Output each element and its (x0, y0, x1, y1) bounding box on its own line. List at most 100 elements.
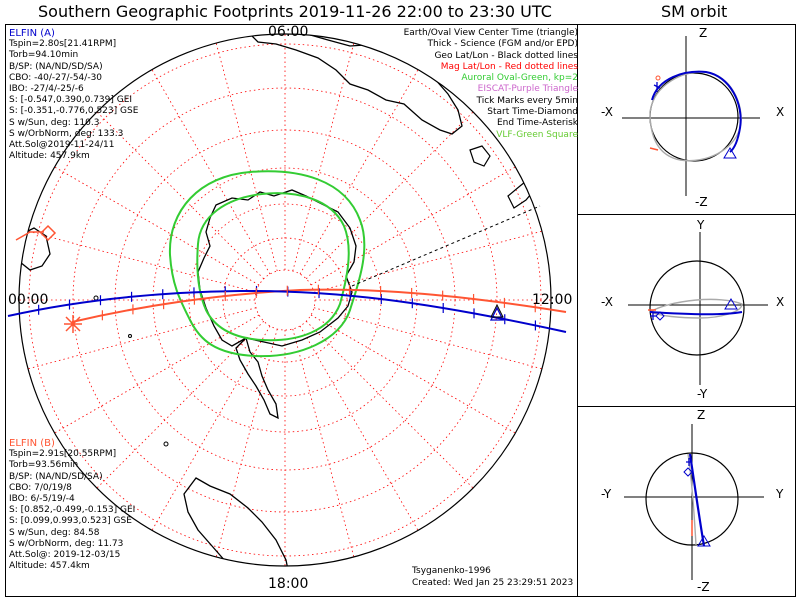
info-line: Att.Sol@2019-11-24/11 (9, 140, 115, 151)
orbit-label: Z (699, 26, 707, 40)
orbit-label: -Z (695, 195, 708, 209)
orbit-label: -Y (697, 387, 708, 401)
auroral-oval-inner (196, 192, 350, 342)
orbit-title: SM orbit (661, 2, 728, 21)
elfin-b-start-diamond (39, 224, 57, 242)
elfin-a-view-center-triangle (489, 306, 505, 321)
info-line: B/SP: (NA/ND/SD/SA) (9, 471, 103, 482)
grid-spoke (292, 39, 356, 272)
legend-entry: Earth/Oval View Center Time (triangle) (403, 28, 578, 38)
hour-label-left: 00:00 (8, 292, 49, 308)
elfin-b-name: ELFIN (B) (9, 438, 55, 449)
orbit-label: X (776, 295, 784, 309)
grid-spoke (305, 320, 477, 492)
info-line: Torb=94.10min (9, 50, 79, 61)
grid-spoke (214, 39, 278, 272)
elfin-b-details: Tspin=2.91s[20.55RPM] Torb=93.56min B/SP: … (9, 449, 135, 572)
info-line: S w/Sun, deg: 84.58 (9, 527, 100, 538)
legend-entry: Auroral Oval-Green, kp=2 (461, 73, 578, 84)
info-line: Att.Sol@: 2019-12-03/15 (9, 550, 121, 561)
grid-spoke (299, 65, 421, 275)
grid-spoke (149, 325, 271, 535)
grid-circle (152, 167, 418, 433)
info-line: IBO: -27/4/-25/-6 (9, 84, 84, 95)
info-line: S: [0.852,-0.499,-0.153] GEI (9, 505, 136, 516)
info-line: S: [0.099,0.993,0.523] GSE (9, 516, 132, 527)
info-line: IBO: 6/-5/19/-4 (9, 494, 75, 505)
orbit-frame-yz (577, 406, 796, 597)
antarctic-peninsula (235, 336, 279, 420)
elfin-a-details: Tspin=2.80s[21.41RPM] Torb=94.10min B/SP: … (9, 39, 138, 162)
elfin-b-info: ELFIN (B) Tspin=2.91s[20.55RPM] Torb=93.5… (9, 438, 135, 572)
legend-entry: VLF-Green Square (496, 129, 578, 140)
info-line: B/SP: (NA/ND/SD/SA) (9, 61, 103, 72)
elfin-b-track (71, 288, 567, 323)
elfin-a-orbit-xy (649, 311, 743, 316)
grid-spoke (24, 229, 257, 293)
info-line: Altitude: 457.4km (9, 561, 90, 572)
legend-entry: Thick - Science (FGM and/or EPD) (427, 39, 578, 50)
elfin-a-info: ELFIN (A) Tspin=2.80s[21.41RPM] Torb=94.1… (9, 28, 138, 162)
info-line: Tspin=2.91s[20.55RPM] (9, 449, 117, 460)
grid-spoke (310, 314, 520, 436)
view-direction-line (351, 205, 541, 287)
info-line: S w/Sun, deg: 110.3 (9, 117, 100, 128)
orbit-label: -X (601, 105, 613, 119)
australia-coastline (248, 34, 463, 135)
orbit-label: Y (775, 487, 784, 501)
grid-circle (72, 87, 498, 513)
grid-spoke (313, 307, 546, 371)
info-line: S: [-0.547,0.390,0.739] GEI (9, 95, 133, 106)
antarctica-coastline (197, 189, 357, 347)
elfin-a-track (7, 289, 567, 333)
info-line: Altitude: 457.9km (9, 151, 90, 162)
orbit-label: -Z (697, 580, 710, 594)
legend-entry: End Time-Asterisk (496, 118, 578, 129)
island (128, 334, 132, 338)
orbit-panels (622, 36, 768, 580)
grid-spoke (310, 164, 520, 286)
elfin-b-end-asterisk (64, 315, 82, 333)
grid-spoke (292, 328, 356, 561)
south-america-coastline (183, 477, 302, 566)
orbit-label: Z (697, 408, 705, 422)
grid-spoke (149, 65, 271, 275)
orbit-label: -Y (601, 487, 612, 501)
hour-label-top: 06:00 (268, 24, 309, 40)
legend-entry: Geo Lat/Lon - Black dotted lines (434, 50, 578, 61)
grid-spoke (214, 328, 278, 561)
orbit-label: X (776, 105, 784, 119)
created-timestamp: Created: Wed Jan 25 23:29:51 2023 (412, 578, 574, 588)
info-line: Tspin=2.80s[21.41RPM] (9, 39, 117, 50)
orbit-panel-xz (622, 36, 760, 196)
orbit-frame-xy (577, 214, 796, 407)
info-line: CBO: -40/-27/-54/-30 (9, 72, 103, 83)
info-line: S w/OrbNorm, deg: 11.73 (9, 538, 124, 549)
legend-entry: Mag Lat/Lon - Red dotted lines (440, 61, 578, 72)
orbit-panel-xy (628, 232, 768, 385)
grid-circle (222, 237, 348, 363)
legend: Earth/Oval View Center Time (triangle) Th… (404, 28, 578, 141)
elfin-b-prev-track (15, 231, 44, 241)
elfin-a-name: ELFIN (A) (9, 28, 55, 39)
info-line: Torb=93.56min (9, 460, 79, 471)
grid-spoke (50, 164, 260, 286)
info-line: S: [-0.351,-0.776,0.523] GSE (9, 106, 139, 117)
info-line: CBO: 7/0/19/8 (9, 482, 72, 493)
island (93, 295, 99, 301)
orbit-panel-yz (624, 424, 764, 580)
elfin-b-tick-marks (101, 284, 536, 321)
hour-label-bottom: 18:00 (268, 576, 309, 592)
hour-label-right: 12:00 (532, 292, 573, 308)
legend-entry: Start Time-Diamond (487, 107, 578, 118)
elfin-a-orbit-xz (651, 70, 742, 153)
legend-entry: Tick Marks every 5min (476, 95, 578, 106)
elfin-b-orbit-xy (649, 298, 743, 319)
elfin-b-view-center-triangle (490, 303, 504, 318)
island (163, 441, 169, 447)
model-credit: Tsyganenko-1996 (412, 566, 491, 576)
plot-title: Southern Geographic Footprints 2019-11-2… (38, 2, 552, 21)
auroral-oval-outer (168, 170, 366, 358)
